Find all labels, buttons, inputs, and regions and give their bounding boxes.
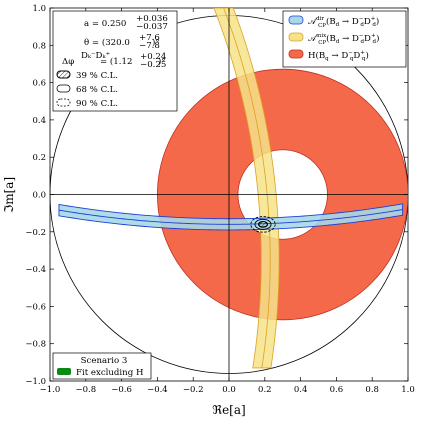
cl39-swatch: [56, 70, 71, 79]
direct-band-center-line: [58, 209, 403, 225]
contour-39cl: [257, 220, 269, 228]
legend-swatch-hadronic: [288, 49, 304, 59]
param-theta-unit: )°: [152, 37, 160, 48]
y-tick-label: 0.0: [32, 191, 46, 201]
scenario-swatch: [57, 368, 71, 375]
y-tick-label: −0.6: [25, 302, 46, 312]
x-tick-label: 0.6: [330, 385, 344, 395]
cl68-swatch: [56, 84, 71, 93]
param-a: a = 0.250: [84, 19, 126, 29]
param-dphi-sup: Dₖ⁻Dₖ⁺: [81, 51, 110, 61]
contour-68cl: [254, 218, 272, 230]
legend-swatch-direct: [288, 15, 304, 25]
y-tick-label: 0.4: [32, 116, 46, 126]
plot-layer: [50, 8, 408, 381]
param-dphi-unit: )°: [158, 56, 166, 67]
y-axis: −1.0 −0.8 −0.6 −0.4 −0.2 0.0 0.2 0.4 0.6 0.8 1.0: [25, 4, 408, 387]
x-tick-label: 0.2: [258, 385, 272, 395]
y-tick-label: 0.8: [32, 41, 46, 51]
param-theta: θ = (320.0: [84, 37, 130, 48]
cl90-swatch: [56, 98, 71, 107]
legend-label-hadronic: H(Bq → D− qD+ q): [308, 50, 369, 62]
hadronic-disk: [157, 69, 408, 320]
mixing-band-center-line: [223, 8, 271, 369]
param-a-err-up: +0.036: [136, 14, 168, 24]
cl39-label: 39 % C.L.: [76, 71, 118, 81]
mixing-band: [213, 8, 280, 369]
legend-label-mixing: 𝒜mix CP(Bd → D− dD+ d): [308, 33, 379, 46]
y-tick-label: 0.6: [32, 79, 46, 89]
fit-result-box: a = 0.250 +0.036 −0.037 θ = (320.0 +7.6 …: [52, 10, 178, 112]
y-axis-label: ℑm[a]: [2, 177, 16, 213]
cl68-label: 68 % C.L.: [76, 85, 118, 95]
legend: 𝒜dir CP(Bd → D− dD+ d) 𝒜mix CP(Bd → D− dD+ d) …: [282, 10, 407, 68]
y-tick-label: −0.8: [25, 340, 46, 350]
x-tick-label: −0.2: [183, 385, 204, 395]
param-theta-err-down: −7.8: [139, 41, 160, 51]
x-tick-label: 0.4: [294, 385, 308, 395]
scenario-box: Scenario 3 Fit excluding H: [52, 352, 152, 380]
scenario-title: Scenario 3: [81, 356, 128, 366]
fit-contours: [250, 216, 276, 233]
y-tick-label: −1.0: [25, 377, 46, 387]
param-theta-err-up: +7.6: [139, 33, 160, 43]
x-tick-label: −0.6: [111, 385, 132, 395]
param-dphi-err-up: +0.24: [140, 52, 167, 62]
scenario-entry: Fit excluding H: [76, 368, 144, 378]
legend-label-direct: 𝒜dir CP(Bd → D− dD+ d): [308, 16, 379, 29]
x-tick-label: 0.0: [222, 385, 236, 395]
contour-90cl: [250, 216, 276, 233]
x-tick-label: −0.8: [75, 385, 96, 395]
x-axis-label: ℜe[a]: [212, 403, 245, 417]
x-tick-label: 1.0: [401, 385, 415, 395]
y-tick-label: 1.0: [32, 4, 46, 14]
param-a-err-down: −0.037: [136, 22, 168, 32]
y-tick-label: −0.4: [25, 265, 46, 275]
direct-band: [58, 203, 404, 231]
x-tick-label: 0.8: [365, 385, 379, 395]
cl90-label: 90 % C.L.: [76, 99, 118, 109]
x-tick-label: −1.0: [40, 385, 61, 395]
y-tick-label: 0.2: [32, 153, 46, 163]
y-tick-label: −0.2: [25, 228, 46, 238]
param-dphi: Δφ: [62, 57, 74, 67]
legend-swatch-mixing: [288, 32, 304, 42]
param-dphi-err-down: −0.25: [140, 60, 166, 70]
x-tick-label: −0.4: [147, 385, 168, 395]
param-dphi-value: = (1.12: [100, 56, 132, 67]
